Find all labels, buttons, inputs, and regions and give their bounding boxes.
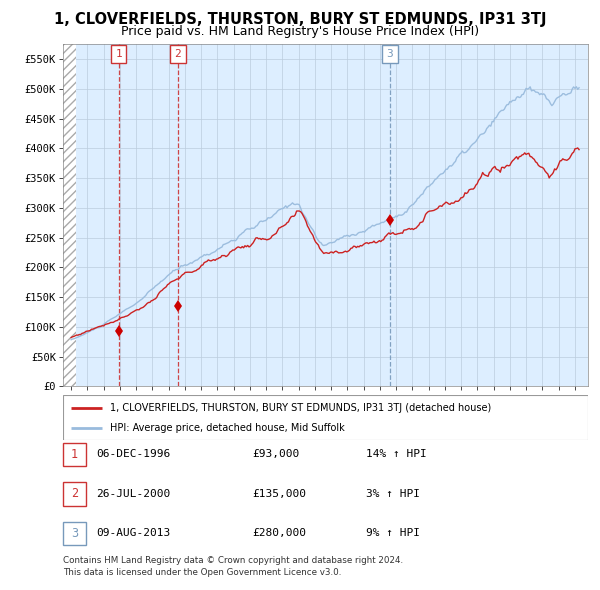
Text: 1997: 1997 <box>115 404 124 426</box>
Text: £280,000: £280,000 <box>252 529 306 538</box>
Text: 2016: 2016 <box>424 404 433 426</box>
Text: Contains HM Land Registry data © Crown copyright and database right 2024.
This d: Contains HM Land Registry data © Crown c… <box>63 556 403 577</box>
Text: 1995: 1995 <box>83 404 92 426</box>
Text: 3: 3 <box>71 527 78 540</box>
Text: 2014: 2014 <box>392 404 401 426</box>
Text: 9% ↑ HPI: 9% ↑ HPI <box>366 529 420 538</box>
Text: 2020: 2020 <box>489 404 498 426</box>
Text: 1996: 1996 <box>99 404 108 426</box>
Text: 2004: 2004 <box>229 404 238 426</box>
Text: 2024: 2024 <box>554 404 563 426</box>
Text: HPI: Average price, detached house, Mid Suffolk: HPI: Average price, detached house, Mid … <box>110 423 345 433</box>
Text: 2000: 2000 <box>164 404 173 426</box>
Text: 2023: 2023 <box>538 404 547 426</box>
Text: £135,000: £135,000 <box>252 489 306 499</box>
Text: 2019: 2019 <box>473 404 482 426</box>
Text: 2: 2 <box>175 49 181 58</box>
Text: 2015: 2015 <box>408 404 417 426</box>
Text: 09-AUG-2013: 09-AUG-2013 <box>96 529 170 538</box>
Text: 1999: 1999 <box>148 404 157 426</box>
Text: 2010: 2010 <box>326 404 335 426</box>
Text: 26-JUL-2000: 26-JUL-2000 <box>96 489 170 499</box>
Text: 14% ↑ HPI: 14% ↑ HPI <box>366 450 427 459</box>
Text: 2025: 2025 <box>571 404 580 426</box>
Text: 1, CLOVERFIELDS, THURSTON, BURY ST EDMUNDS, IP31 3TJ: 1, CLOVERFIELDS, THURSTON, BURY ST EDMUN… <box>54 12 546 27</box>
Text: 2001: 2001 <box>181 404 190 426</box>
FancyBboxPatch shape <box>63 395 588 440</box>
Text: £93,000: £93,000 <box>252 450 299 459</box>
Text: 2006: 2006 <box>262 404 271 426</box>
Text: 1994: 1994 <box>67 404 76 426</box>
Text: 1: 1 <box>71 448 78 461</box>
Text: 2012: 2012 <box>359 404 368 426</box>
Text: 06-DEC-1996: 06-DEC-1996 <box>96 450 170 459</box>
Text: 2008: 2008 <box>294 404 303 426</box>
Text: 2009: 2009 <box>310 404 319 426</box>
Text: 1998: 1998 <box>131 404 140 426</box>
Text: 1, CLOVERFIELDS, THURSTON, BURY ST EDMUNDS, IP31 3TJ (detached house): 1, CLOVERFIELDS, THURSTON, BURY ST EDMUN… <box>110 403 491 412</box>
Text: 3: 3 <box>386 49 393 58</box>
Text: 2: 2 <box>71 487 78 500</box>
Text: 2005: 2005 <box>245 404 254 426</box>
Text: 3% ↑ HPI: 3% ↑ HPI <box>366 489 420 499</box>
Text: 2017: 2017 <box>440 404 449 426</box>
Text: 2022: 2022 <box>522 404 531 426</box>
Text: 2021: 2021 <box>505 404 514 426</box>
Text: 2007: 2007 <box>278 404 287 426</box>
Text: 2002: 2002 <box>197 404 206 426</box>
Text: 1: 1 <box>115 49 122 58</box>
Text: Price paid vs. HM Land Registry's House Price Index (HPI): Price paid vs. HM Land Registry's House … <box>121 25 479 38</box>
Text: 2013: 2013 <box>376 404 385 426</box>
Text: 2011: 2011 <box>343 404 352 426</box>
Text: 2003: 2003 <box>213 404 222 426</box>
Text: 2018: 2018 <box>457 404 466 426</box>
